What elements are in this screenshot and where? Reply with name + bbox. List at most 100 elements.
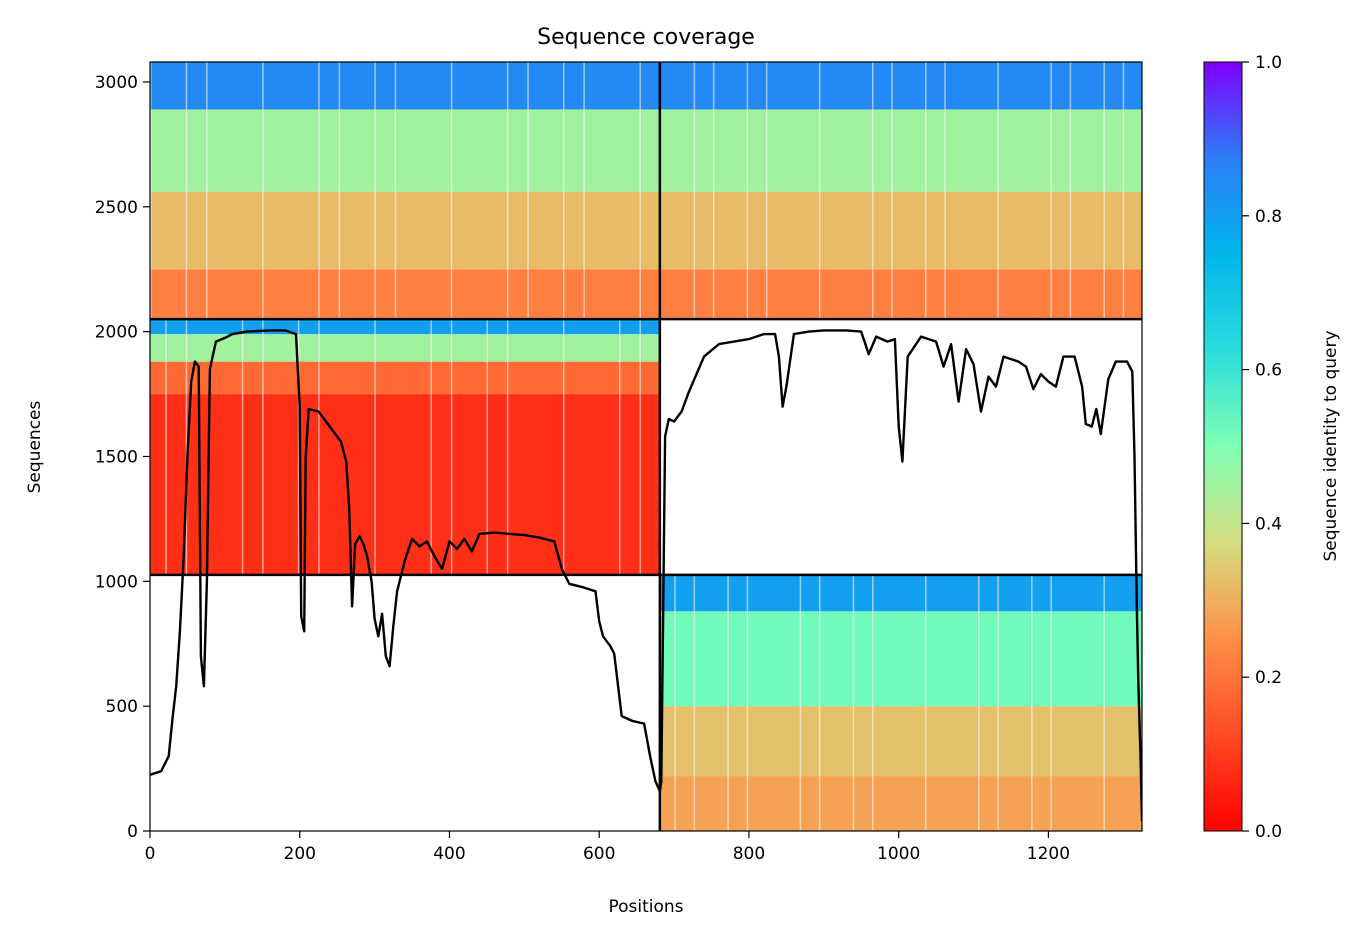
gap-streak <box>394 62 397 320</box>
gap-streak <box>150 62 152 320</box>
gap-streak <box>997 62 999 320</box>
colorbar-tick-label: 1.0 <box>1255 53 1282 73</box>
gap-streak <box>262 319 264 575</box>
identity-band <box>150 109 660 192</box>
gap-streak <box>1103 62 1105 320</box>
coverage-line-layer <box>150 329 1142 822</box>
x-axis-ticks: 0 200 400 600 800 1000 1200 <box>145 831 1070 864</box>
gap-streak <box>693 574 696 831</box>
gap-streak <box>997 574 999 831</box>
gap-streak <box>185 62 188 320</box>
gap-streak <box>925 574 927 831</box>
y-axis-ticks: 0 500 1000 1500 2000 2500 3000 <box>95 73 150 842</box>
colorbar-label: Sequence identity to query <box>1321 330 1341 561</box>
colorbar-tick-label: 0.8 <box>1255 207 1282 227</box>
chart-title: Sequence coverage <box>537 25 755 50</box>
x-axis-label: Positions <box>608 897 683 917</box>
gap-streak <box>374 319 376 575</box>
x-tick-label: 0 <box>145 844 156 864</box>
gap-streak <box>1031 574 1033 831</box>
gap-streak <box>506 319 509 575</box>
y-tick-label: 1500 <box>95 447 138 467</box>
colorbar: 0.0 0.2 0.4 0.6 0.8 1.0 Sequence identity to … <box>1203 53 1341 842</box>
x-tick-label: 1000 <box>877 844 920 864</box>
gap-streaks <box>674 574 1105 831</box>
y-tick-label: 2000 <box>95 323 138 343</box>
gap-streak <box>527 62 529 320</box>
gap-streak <box>1103 574 1105 831</box>
gap-streak <box>318 319 320 575</box>
gap-streak <box>674 574 676 831</box>
colorbar-tick-label: 0.0 <box>1255 822 1282 842</box>
y-tick-label: 1000 <box>95 572 138 592</box>
gap-streaks <box>150 62 641 320</box>
colorbar-gradient <box>1203 61 1243 832</box>
gap-streak <box>746 574 749 831</box>
gap-streak <box>1050 62 1052 320</box>
y-axis-label: Sequences <box>25 401 45 494</box>
identity-band <box>150 361 660 395</box>
gap-streak <box>639 319 641 575</box>
gap-streak <box>583 62 585 320</box>
block-top-left <box>150 62 660 320</box>
gap-streak <box>1122 62 1125 320</box>
block-top-right <box>659 62 1142 320</box>
x-tick-label: 1200 <box>1027 844 1070 864</box>
gap-streaks <box>165 319 641 575</box>
gap-streak <box>1069 62 1072 320</box>
gap-streak <box>486 319 489 575</box>
gap-streak <box>944 62 946 320</box>
coverage-line <box>150 329 1142 822</box>
gap-streak <box>430 319 432 575</box>
gap-streak <box>818 574 821 831</box>
gap-streak <box>746 62 749 320</box>
gap-streak <box>206 62 208 320</box>
gap-streak <box>871 574 874 831</box>
x-tick-label: 800 <box>733 844 765 864</box>
gap-streak <box>562 62 565 320</box>
gap-streak <box>852 574 855 831</box>
gap-streak <box>450 319 453 575</box>
block-bottom-right <box>659 574 1142 831</box>
block-dividers <box>150 62 1142 831</box>
identity-band <box>150 269 660 320</box>
identity-band <box>659 611 1142 707</box>
gap-streak <box>338 62 341 320</box>
x-tick-label: 400 <box>433 844 465 864</box>
y-tick-label: 2500 <box>95 198 138 218</box>
gap-streak <box>891 62 893 320</box>
gap-streak <box>185 319 188 575</box>
gap-streak <box>693 62 696 320</box>
y-tick-label: 0 <box>127 822 138 842</box>
identity-band <box>659 191 1142 270</box>
y-tick-label: 3000 <box>95 73 138 93</box>
gap-streaks <box>693 62 1125 320</box>
identity-band <box>150 62 660 110</box>
block-middle-left <box>150 319 660 575</box>
gap-streak <box>765 62 768 320</box>
identity-band <box>659 109 1142 192</box>
identity-band <box>659 706 1142 777</box>
identity-band <box>150 334 660 362</box>
gap-streak <box>450 62 453 320</box>
gap-streak <box>297 319 300 575</box>
colorbar-tick-label: 0.6 <box>1255 361 1282 381</box>
gap-streak <box>506 62 509 320</box>
colorbar-tick-label: 0.2 <box>1255 668 1282 688</box>
gap-streak <box>374 62 376 320</box>
identity-band <box>150 319 660 335</box>
identity-band <box>150 394 660 575</box>
gap-streak <box>165 319 167 575</box>
gap-streak <box>925 62 927 320</box>
plot-frame <box>149 61 1143 832</box>
identity-band <box>150 191 660 270</box>
y-tick-label: 500 <box>106 697 138 717</box>
identity-band <box>659 269 1142 320</box>
gap-streak <box>619 319 621 575</box>
coverage-blocks <box>150 62 1142 831</box>
gap-streak <box>1050 574 1052 831</box>
identity-band <box>659 776 1142 831</box>
colorbar-ticks: 0.0 0.2 0.4 0.6 0.8 1.0 <box>1242 53 1282 842</box>
gap-streak <box>639 62 641 320</box>
